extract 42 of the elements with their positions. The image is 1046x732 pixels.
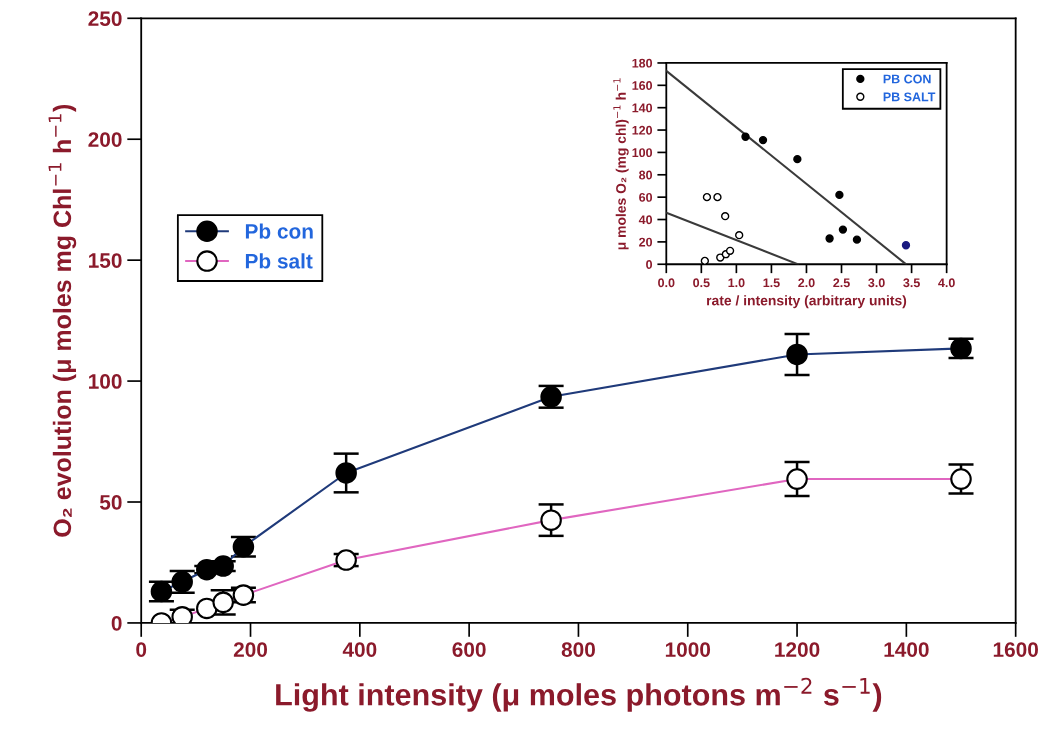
x-tick-label: 3.5	[903, 278, 920, 288]
y-tick-label: 80	[639, 170, 653, 180]
x-tick-label: 1400	[884, 642, 929, 657]
x-axis-title: Light intensity (μ moles photons m$^{−2}$ s$^{−1}$)	[276, 677, 882, 712]
y-tick-label: 180	[632, 58, 653, 68]
y-axis-title: O₂ evolution (μ moles mg Chl$^{−1}$ h$^{−1}$)	[48, 104, 77, 537]
y-tick-label: 140	[632, 103, 653, 113]
legend-label: Pb con	[245, 223, 313, 239]
legend-label: PB SALT	[883, 92, 936, 102]
x-tick-label: 2.0	[798, 278, 815, 288]
y-tick-label: 40	[638, 215, 653, 225]
x-tick-label: 1200	[775, 642, 820, 657]
x-tick-label: 0.0	[658, 278, 675, 288]
x-tick-label: 4.0	[938, 278, 955, 288]
legend-label: PB CON	[883, 74, 931, 84]
y-tick-label: 100	[89, 374, 122, 389]
x-tick-label: 0.5	[693, 278, 710, 288]
y-tick-label: 20	[639, 237, 653, 247]
x-tick-label: 600	[452, 642, 486, 657]
x-tick-label: 2.5	[833, 278, 850, 288]
x-tick-label: 800	[561, 642, 595, 657]
y-tick-label: 100	[632, 148, 653, 158]
y-tick-label: 60	[639, 192, 653, 202]
x-tick-label: 0	[136, 642, 147, 657]
y-axis-title: μ moles O₂ (mg chl)$^{−1}$ h$^{−1}$	[613, 78, 629, 250]
x-tick-label: 1000	[665, 642, 711, 657]
y-tick-label: 250	[88, 11, 122, 27]
x-tick-label: 1.5	[763, 278, 780, 288]
y-tick-label: 0	[646, 260, 653, 269]
y-tick-label: 160	[632, 81, 653, 90]
x-tick-label: 200	[233, 642, 268, 657]
y-tick-label: 50	[99, 495, 122, 510]
y-tick-label: 0	[111, 615, 122, 631]
legend-label: Pb salt	[245, 253, 313, 269]
y-tick-label: 150	[89, 253, 122, 268]
x-tick-label: 1600	[993, 642, 1038, 657]
x-axis-title: rate / intensity (arbitrary units)	[707, 295, 907, 309]
y-tick-label: 200	[88, 132, 122, 147]
x-tick-label: 3.0	[868, 278, 885, 288]
y-tick-label: 120	[632, 125, 653, 135]
x-tick-label: 400	[342, 642, 377, 657]
x-tick-label: 1.0	[728, 278, 745, 288]
